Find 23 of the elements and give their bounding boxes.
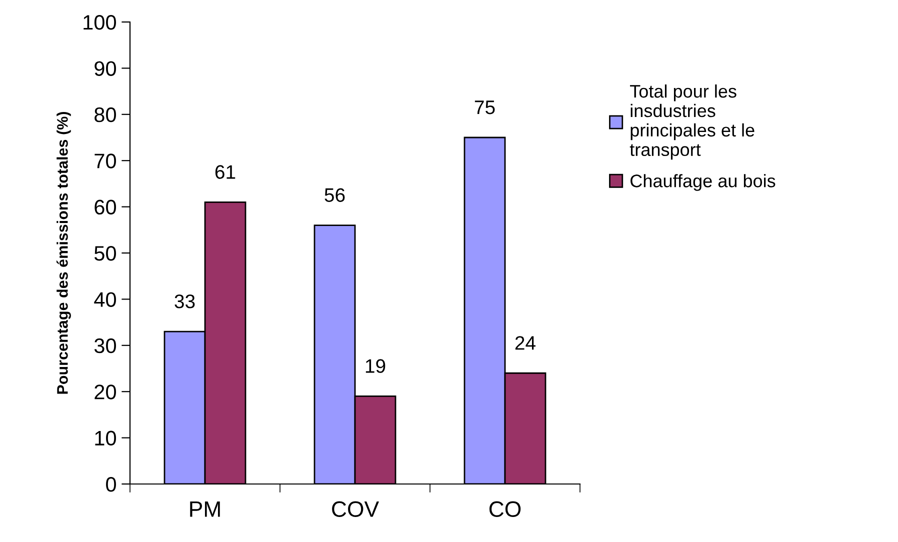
y-tick-label: 60 — [94, 200, 116, 215]
x-tick-label: COV — [332, 501, 379, 517]
data-label: 61 — [215, 165, 236, 179]
legend-label: Total pour les insdustries principales et le transport — [630, 84, 754, 160]
x-tick-label: PM — [190, 501, 220, 517]
y-tick-label: 100 — [84, 15, 116, 30]
data-label: 33 — [174, 294, 195, 308]
y-tick-label: 10 — [95, 430, 116, 446]
y-tick-label: 0 — [106, 477, 116, 492]
data-label: 75 — [474, 100, 495, 114]
data-label: 56 — [324, 188, 345, 202]
data-label: 19 — [366, 359, 386, 373]
y-tick-label: 40 — [94, 292, 116, 307]
legend-label: Chauffage au bois — [630, 174, 776, 191]
x-tick-label: CO — [489, 501, 521, 517]
y-axis-title: Pourcentage des émissions totales (%) — [56, 112, 71, 394]
data-label: 24 — [515, 336, 536, 350]
y-tick-label: 90 — [94, 61, 116, 76]
y-tick-label: 70 — [94, 154, 116, 168]
y-tick-label: 30 — [94, 338, 116, 354]
y-tick-label: 50 — [94, 246, 116, 261]
y-tick-label: 80 — [94, 107, 116, 122]
y-tick-label: 20 — [94, 384, 116, 400]
